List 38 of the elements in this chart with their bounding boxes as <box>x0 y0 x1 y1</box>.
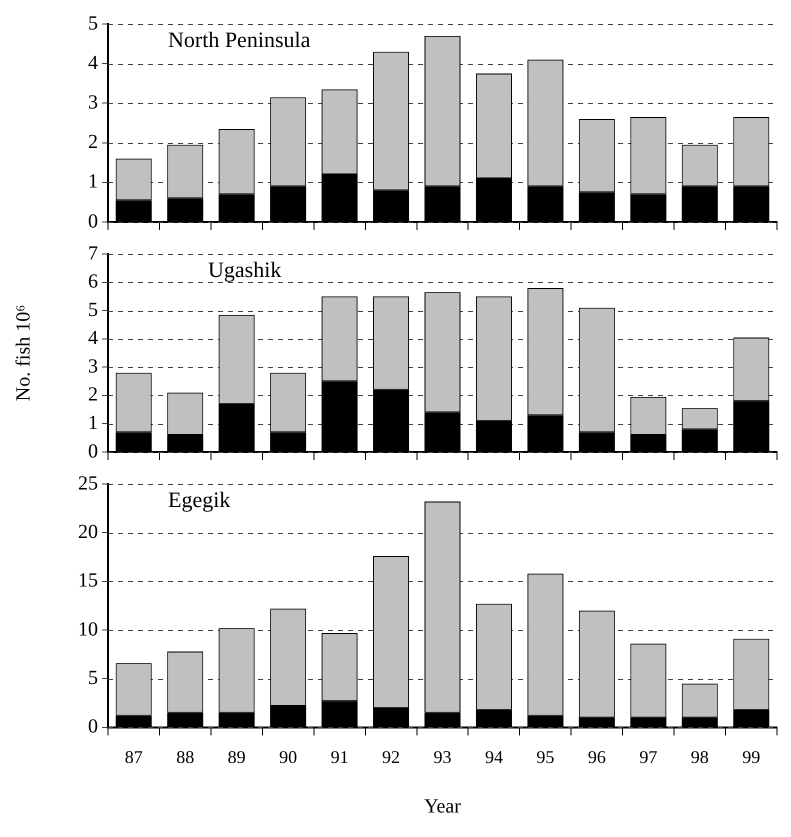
y-tick-label: 2 <box>88 131 98 154</box>
x-tick-label: 99 <box>742 746 760 767</box>
y-axis-title: No. fish 10⁶ <box>12 304 34 402</box>
y-tick-label: 0 <box>88 210 98 232</box>
y-tick-label: 7 <box>88 242 98 264</box>
y-tick-label: 0 <box>88 440 98 462</box>
x-tick-label: 94 <box>484 746 503 767</box>
y-tick-label: 15 <box>78 570 98 592</box>
chart-title: North Peninsula <box>168 26 311 52</box>
y-tick-label: 3 <box>88 91 98 114</box>
y-tick-label: 5 <box>88 298 98 321</box>
y-tick-label: 20 <box>78 520 98 543</box>
y-tick-label: 10 <box>78 618 98 640</box>
y-tick-label: 0 <box>88 716 98 738</box>
x-tick-label: 90 <box>279 746 298 767</box>
y-tick-label: 25 <box>78 472 98 494</box>
y-tick-label: 5 <box>88 12 98 34</box>
x-tick-label: 98 <box>690 746 709 767</box>
x-tick-label: 91 <box>330 746 349 767</box>
y-tick-label: 1 <box>88 170 98 193</box>
y-tick-label: 6 <box>88 270 98 293</box>
x-tick-label: 87 <box>124 746 143 767</box>
x-tick-label: 88 <box>176 746 194 767</box>
y-tick-label: 2 <box>88 384 98 406</box>
y-tick-label: 4 <box>88 52 98 74</box>
y-tick-label: 5 <box>88 666 98 689</box>
y-tick-label: 1 <box>88 412 98 434</box>
x-tick-label: 97 <box>639 746 658 767</box>
x-tick-label: 93 <box>434 746 452 767</box>
chart-title: Ugashik <box>208 256 282 282</box>
x-tick-label: 92 <box>382 746 400 767</box>
y-tick-label: 3 <box>88 355 98 378</box>
x-tick-label: 96 <box>588 746 606 767</box>
x-axis-title: Year <box>424 795 462 818</box>
chart-title: Egegik <box>168 486 230 512</box>
x-tick-label: 95 <box>536 746 554 767</box>
y-tick-label: 4 <box>88 327 98 350</box>
x-tick-label: 89 <box>228 746 246 767</box>
